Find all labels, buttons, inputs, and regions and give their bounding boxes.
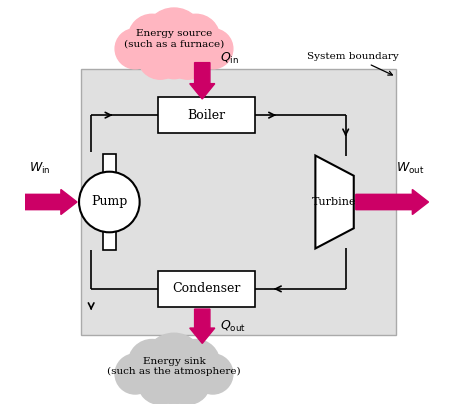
FancyBboxPatch shape — [103, 230, 116, 250]
Circle shape — [165, 34, 210, 79]
Text: Boiler: Boiler — [187, 109, 225, 122]
Text: Energy source
(such as a furnace): Energy source (such as a furnace) — [124, 29, 224, 48]
FancyBboxPatch shape — [158, 271, 255, 307]
Text: $W_\mathrm{in}$: $W_\mathrm{in}$ — [29, 161, 50, 176]
Circle shape — [79, 172, 140, 232]
Circle shape — [144, 333, 204, 393]
Circle shape — [138, 359, 183, 404]
Polygon shape — [315, 156, 354, 248]
Text: $Q_\mathrm{in}$: $Q_\mathrm{in}$ — [221, 51, 240, 66]
Circle shape — [138, 34, 183, 79]
Circle shape — [128, 339, 176, 387]
Circle shape — [128, 14, 176, 62]
Text: Pump: Pump — [91, 196, 128, 208]
Circle shape — [165, 359, 210, 404]
Text: $W_\mathrm{out}$: $W_\mathrm{out}$ — [396, 161, 424, 176]
Text: Condenser: Condenser — [172, 282, 241, 295]
Circle shape — [155, 366, 193, 404]
FancyArrow shape — [190, 309, 215, 343]
Circle shape — [172, 14, 220, 62]
Circle shape — [115, 29, 155, 69]
FancyBboxPatch shape — [158, 97, 255, 133]
FancyArrow shape — [356, 189, 429, 215]
Circle shape — [155, 41, 193, 79]
Text: Turbine: Turbine — [312, 197, 357, 207]
Circle shape — [193, 29, 233, 69]
Text: Energy sink
(such as the atmosphere): Energy sink (such as the atmosphere) — [107, 357, 241, 376]
FancyArrow shape — [24, 189, 77, 215]
Text: System boundary: System boundary — [307, 52, 399, 75]
Text: $Q_\mathrm{out}$: $Q_\mathrm{out}$ — [221, 318, 246, 334]
Circle shape — [172, 339, 220, 387]
Circle shape — [144, 8, 204, 68]
FancyArrow shape — [190, 63, 215, 99]
Circle shape — [193, 354, 233, 394]
FancyBboxPatch shape — [103, 154, 116, 174]
Circle shape — [115, 354, 155, 394]
FancyBboxPatch shape — [81, 69, 396, 335]
